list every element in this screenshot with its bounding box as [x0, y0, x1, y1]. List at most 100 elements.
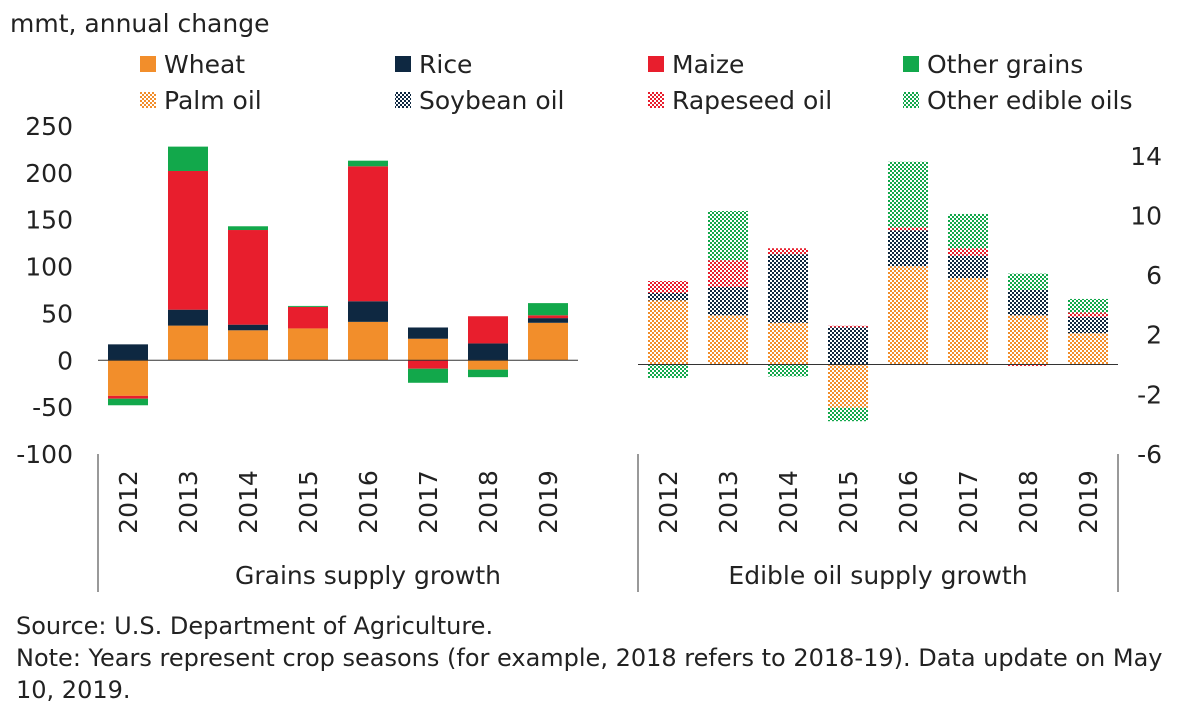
bar-segment-maize-2012 — [108, 395, 148, 399]
bar-segment-palm-2013 — [708, 315, 748, 365]
x-tick-label: 2017 — [414, 470, 443, 534]
bar-segment-palm-2015 — [828, 364, 868, 408]
bar-segment-maize-2017 — [408, 360, 448, 369]
bar-segment-other_grains-2019 — [528, 303, 568, 316]
bar-segment-rapeseed-2015 — [828, 325, 868, 328]
bar-segment-rapeseed-2016 — [888, 227, 928, 231]
bar-segment-soybean-2015 — [828, 327, 868, 365]
right-y-axis: -6 -2 2 6 10 14 — [1130, 142, 1162, 469]
bar-segment-other_grains-2012 — [108, 398, 148, 406]
bar-segment-maize-2016 — [348, 166, 388, 302]
bar-segment-rapeseed-2013 — [708, 260, 748, 288]
bar-segment-other_oils-2012 — [648, 364, 688, 378]
y-unit-label: mmt, annual change — [10, 9, 269, 38]
right-tick-label: -6 — [1137, 440, 1162, 469]
legend-label-soybean: Soybean oil — [419, 86, 565, 115]
bar-segment-rice-2019 — [528, 318, 568, 323]
bar-segment-rice-2012 — [108, 344, 148, 361]
legend-swatch-maize — [648, 56, 664, 72]
x-tick-label: 2013 — [714, 470, 743, 534]
x-tick-label: 2019 — [1074, 470, 1103, 534]
bar-segment-maize-2013 — [168, 170, 208, 310]
left-tick-label: 100 — [25, 253, 73, 282]
x-tick-label: 2012 — [654, 470, 683, 534]
left-tick-label: -50 — [32, 393, 73, 422]
bars — [98, 146, 1118, 422]
x-tick-label: 2017 — [954, 470, 983, 534]
bar-segment-other_oils-2018 — [1008, 273, 1048, 290]
bar-segment-rice-2014 — [228, 324, 268, 331]
x-tick-label: 2016 — [354, 470, 383, 534]
legend-label-other_oils: Other edible oils — [927, 86, 1132, 115]
legend-label-maize: Maize — [672, 50, 744, 79]
x-tick-label: 2013 — [174, 470, 203, 534]
bar-segment-maize-2015 — [288, 306, 328, 329]
x-tick-label: 2016 — [894, 470, 923, 534]
bar-group-1 — [648, 161, 1108, 422]
bar-segment-palm-2016 — [888, 266, 928, 365]
bar-segment-rice-2013 — [168, 309, 208, 326]
bar-segment-soybean-2013 — [708, 287, 748, 316]
left-y-axis: -100 -50 0 50 100 150 200 250 — [16, 112, 73, 469]
legend-label-rice: Rice — [419, 50, 472, 79]
bar-segment-other_oils-2017 — [948, 213, 988, 249]
x-tick-label: 2019 — [534, 470, 563, 534]
bar-segment-other_oils-2019 — [1068, 298, 1108, 313]
legend-swatch-other_oils — [903, 92, 919, 108]
x-tick-label: 2012 — [114, 470, 143, 534]
x-tick-label: 2014 — [774, 470, 803, 534]
bar-segment-other_grains-2018 — [468, 369, 508, 378]
bar-segment-maize-2019 — [528, 315, 568, 319]
bar-segment-other_grains-2013 — [168, 146, 208, 171]
bar-segment-rice-2018 — [468, 343, 508, 361]
bar-segment-soybean-2012 — [648, 292, 688, 301]
bar-segment-palm-2012 — [648, 300, 688, 365]
x-axis: 2012 2013 2014 2015 2016 2017 2018 2019 Grains s… — [97, 454, 1119, 592]
legend-swatch-rapeseed — [648, 92, 664, 108]
bar-segment-palm-2014 — [768, 322, 808, 365]
footnotes: Source: U.S. Department of Agriculture. … — [16, 610, 1166, 706]
source-note: Source: U.S. Department of Agriculture. — [16, 612, 494, 640]
bar-segment-soybean-2016 — [888, 230, 928, 267]
bar-segment-other_grains-2016 — [348, 160, 388, 167]
left-tick-label: 0 — [57, 346, 73, 375]
bar-segment-other_grains-2015 — [288, 305, 328, 307]
bar-segment-other_grains-2017 — [408, 368, 448, 383]
bar-segment-soybean-2017 — [948, 255, 988, 279]
x-tick-label: 2014 — [234, 470, 263, 534]
bar-segment-rapeseed-2018 — [1008, 364, 1048, 367]
legend-swatch-palm — [140, 92, 156, 108]
legend-label-rapeseed: Rapeseed oil — [672, 86, 832, 115]
bar-segment-rapeseed-2014 — [768, 248, 808, 255]
bar-segment-soybean-2019 — [1068, 316, 1108, 334]
bar-group-0 — [108, 146, 568, 406]
bar-segment-wheat-2019 — [528, 322, 568, 361]
legend-swatch-other_grains — [903, 56, 919, 72]
legend: Wheat Rice Maize Other grains Palm oil Soybea… — [140, 50, 1132, 115]
left-tick-label: 250 — [25, 112, 73, 141]
left-tick-label: 200 — [25, 159, 73, 188]
right-tick-label: 14 — [1130, 142, 1162, 171]
right-tick-label: 10 — [1130, 201, 1162, 230]
bar-segment-other_oils-2013 — [708, 210, 748, 261]
bar-segment-palm-2017 — [948, 278, 988, 365]
bar-segment-rice-2016 — [348, 301, 388, 322]
bar-segment-wheat-2016 — [348, 321, 388, 361]
x-tick-label: 2015 — [294, 470, 323, 534]
bar-segment-rapeseed-2019 — [1068, 312, 1108, 317]
bar-segment-maize-2014 — [228, 230, 268, 325]
legend-swatch-wheat — [140, 56, 156, 72]
bar-segment-other_oils-2014 — [768, 364, 808, 377]
bar-segment-soybean-2014 — [768, 254, 808, 323]
left-tick-label: 50 — [41, 299, 73, 328]
bar-segment-rapeseed-2012 — [648, 281, 688, 293]
x-tick-label: 2018 — [1014, 470, 1043, 534]
data-note: Note: Years represent crop seasons (for … — [16, 644, 1163, 704]
bar-segment-other_grains-2014 — [228, 226, 268, 231]
right-tick-label: -2 — [1137, 380, 1162, 409]
bar-segment-palm-2019 — [1068, 333, 1108, 365]
bar-segment-soybean-2018 — [1008, 290, 1048, 316]
bar-segment-rapeseed-2017 — [948, 248, 988, 256]
right-tick-label: 6 — [1146, 261, 1162, 290]
legend-swatch-soybean — [395, 92, 411, 108]
